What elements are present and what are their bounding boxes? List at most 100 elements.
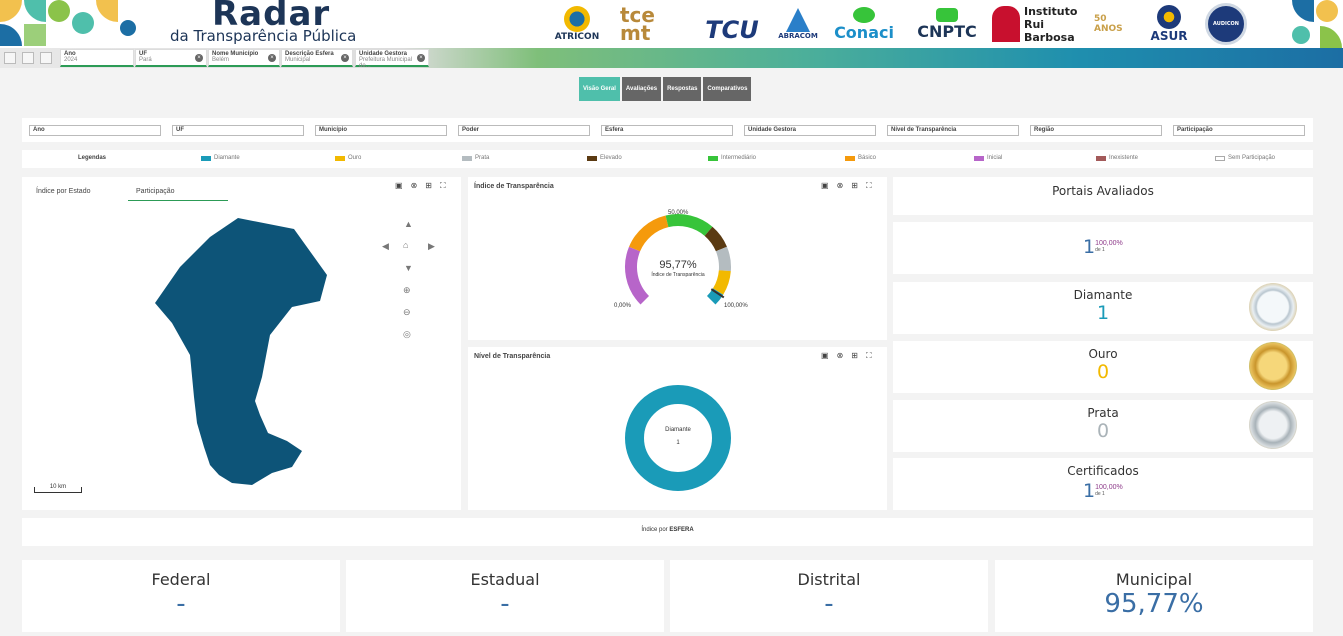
- card-prata: Prata 0: [893, 400, 1313, 452]
- deco-shape-icon: [0, 24, 22, 46]
- locate-icon[interactable]: ◎: [403, 329, 411, 339]
- remove-chip-icon[interactable]: ×: [341, 54, 349, 62]
- table-icon[interactable]: ⊞: [425, 181, 432, 190]
- legend-swatch: [974, 155, 984, 161]
- pan-up-icon[interactable]: ▲: [404, 219, 413, 229]
- map-panel: Índice por Estado Participação ▣ ⊗ ⊞ ⛶ ▲…: [22, 177, 461, 510]
- card-diamante: Diamante 1: [893, 282, 1313, 334]
- map-tab-participacao[interactable]: Participação: [136, 188, 175, 195]
- deco-shape-icon: [48, 0, 70, 22]
- esfera-heading-prefix: Índice por: [641, 527, 668, 533]
- selection-chip-ano[interactable]: Ano 2024: [60, 49, 134, 67]
- legend-item: Diamante: [201, 155, 240, 161]
- logo-audicon: AUDICON: [1202, 3, 1250, 45]
- card-value: 1: [1096, 302, 1110, 324]
- zoom-in-icon[interactable]: ⊕: [403, 285, 411, 295]
- gauge-chart[interactable]: [608, 205, 748, 315]
- table-icon[interactable]: ⊞: [851, 351, 858, 360]
- card-certificados: Certificados 1 100,00% de 1: [893, 458, 1313, 510]
- gauge-mid-label: 50,00%: [668, 210, 689, 216]
- fullscreen-icon[interactable]: ⛶: [439, 181, 446, 190]
- view-tabs: Visão Geral Avaliações Respostas Compara…: [579, 77, 752, 101]
- esfera-heading-panel: Índice por ESFERA: [22, 518, 1313, 546]
- legend-swatch: [462, 155, 472, 161]
- filter-participacao[interactable]: Participação: [1173, 125, 1305, 136]
- legend-swatch: [587, 155, 597, 161]
- filter-uf[interactable]: UF: [172, 125, 304, 136]
- table-icon[interactable]: ⊞: [851, 181, 858, 190]
- image-export-icon[interactable]: ▣: [821, 351, 829, 360]
- remove-chip-icon[interactable]: ×: [195, 54, 203, 62]
- tab-visao-geral[interactable]: Visão Geral: [579, 77, 620, 101]
- tab-avaliacoes[interactable]: Avaliações: [621, 77, 662, 101]
- deco-shape-icon: [96, 0, 118, 22]
- close-icon[interactable]: ⊗: [836, 181, 844, 190]
- chip-title: Descrição Esfera: [285, 51, 334, 57]
- card-label: Portais Avaliados: [1052, 184, 1154, 198]
- image-export-icon[interactable]: ▣: [395, 181, 403, 190]
- legend-item: Prata: [462, 155, 489, 161]
- selection-chip-municipio[interactable]: Nome Município Belém ×: [208, 49, 280, 67]
- esfera-label: Federal: [151, 570, 211, 589]
- esfera-value: -: [824, 589, 834, 619]
- selection-chip-uf[interactable]: UF Pará ×: [135, 49, 207, 67]
- gauge-title: Índice de Transparência: [474, 183, 554, 190]
- logo-cnptc: CNPTC: [912, 4, 982, 44]
- legend-item: Intermediário: [708, 155, 756, 161]
- filter-regiao[interactable]: Região: [1030, 125, 1162, 136]
- pan-down-icon[interactable]: ▼: [404, 263, 413, 273]
- map-controls: ▲ ◀ ⌂ ▶ ▼ ⊕ ⊖ ◎: [382, 217, 435, 339]
- tab-comparativos[interactable]: Comparativos: [703, 77, 752, 101]
- gauge-band-elevado: [704, 226, 727, 252]
- deco-shape-icon: [1316, 0, 1338, 22]
- fullscreen-icon[interactable]: ⛶: [865, 351, 872, 360]
- pan-left-icon[interactable]: ◀: [382, 241, 389, 251]
- back-icon[interactable]: [4, 52, 16, 64]
- pan-right-icon[interactable]: ▶: [428, 241, 435, 251]
- filter-municipio[interactable]: Município: [315, 125, 447, 136]
- clear-selections-icon[interactable]: [40, 52, 52, 64]
- legend-title: Legendas: [78, 155, 107, 161]
- filter-unidade-gestora[interactable]: Unidade Gestora: [744, 125, 876, 136]
- map-tab-indice-estado[interactable]: Índice por Estado: [36, 188, 91, 195]
- zoom-out-icon[interactable]: ⊖: [403, 307, 411, 317]
- filter-nivel-transparencia[interactable]: Nível de Transparência: [887, 125, 1019, 136]
- fullscreen-icon[interactable]: ⛶: [865, 181, 872, 190]
- image-export-icon[interactable]: ▣: [821, 181, 829, 190]
- scale-label: 10 km: [49, 484, 67, 490]
- portais-kpi: 1 100,00% de 1: [1083, 236, 1123, 258]
- remove-chip-icon[interactable]: ×: [268, 54, 276, 62]
- chip-value: Prefeitura Municipal de...: [359, 57, 413, 69]
- close-icon[interactable]: ⊗: [836, 351, 844, 360]
- donut-ring[interactable]: [625, 385, 731, 491]
- portais-percent-group: 100,00% de 1: [1095, 240, 1123, 253]
- filter-poder[interactable]: Poder: [458, 125, 590, 136]
- selection-chip-unidade-gestora[interactable]: Unidade Gestora Prefeitura Municipal de.…: [355, 49, 429, 69]
- map-toolbar: ▣ ⊗ ⊞ ⛶: [395, 181, 446, 191]
- brand-subtitle: da Transparência Pública: [170, 27, 357, 45]
- deco-shape-icon: [24, 24, 46, 46]
- esfera-card-federal: Federal -: [22, 560, 340, 632]
- esfera-label: Estadual: [470, 570, 540, 589]
- close-icon[interactable]: ⊗: [410, 181, 418, 190]
- filter-esfera[interactable]: Esfera: [601, 125, 733, 136]
- deco-shape-icon: [1292, 0, 1314, 22]
- remove-chip-icon[interactable]: ×: [417, 54, 425, 62]
- donut-toolbar: ▣ ⊗ ⊞ ⛶: [821, 351, 872, 361]
- active-tab-underline: [128, 200, 228, 201]
- card-portais-avaliados: Portais Avaliados: [893, 177, 1313, 215]
- selection-chip-esfera[interactable]: Descrição Esfera Municipal ×: [281, 49, 353, 67]
- forward-icon[interactable]: [22, 52, 34, 64]
- portais-percent: 100,00%: [1095, 240, 1123, 247]
- card-label: Ouro: [1088, 347, 1118, 361]
- gauge-band-prata: [715, 246, 731, 272]
- gauge-band-diamante: [706, 288, 724, 305]
- chip-value: Pará: [139, 57, 152, 63]
- cert-kpi: 1 100,00% de 1: [1083, 480, 1123, 502]
- map-shape[interactable]: [152, 215, 332, 490]
- filter-ano[interactable]: Ano: [29, 125, 161, 136]
- home-icon[interactable]: ⌂: [403, 240, 409, 250]
- esfera-card-distrital: Distrital -: [670, 560, 988, 632]
- tab-respostas[interactable]: Respostas: [663, 77, 702, 101]
- legend-swatch: [1215, 155, 1225, 161]
